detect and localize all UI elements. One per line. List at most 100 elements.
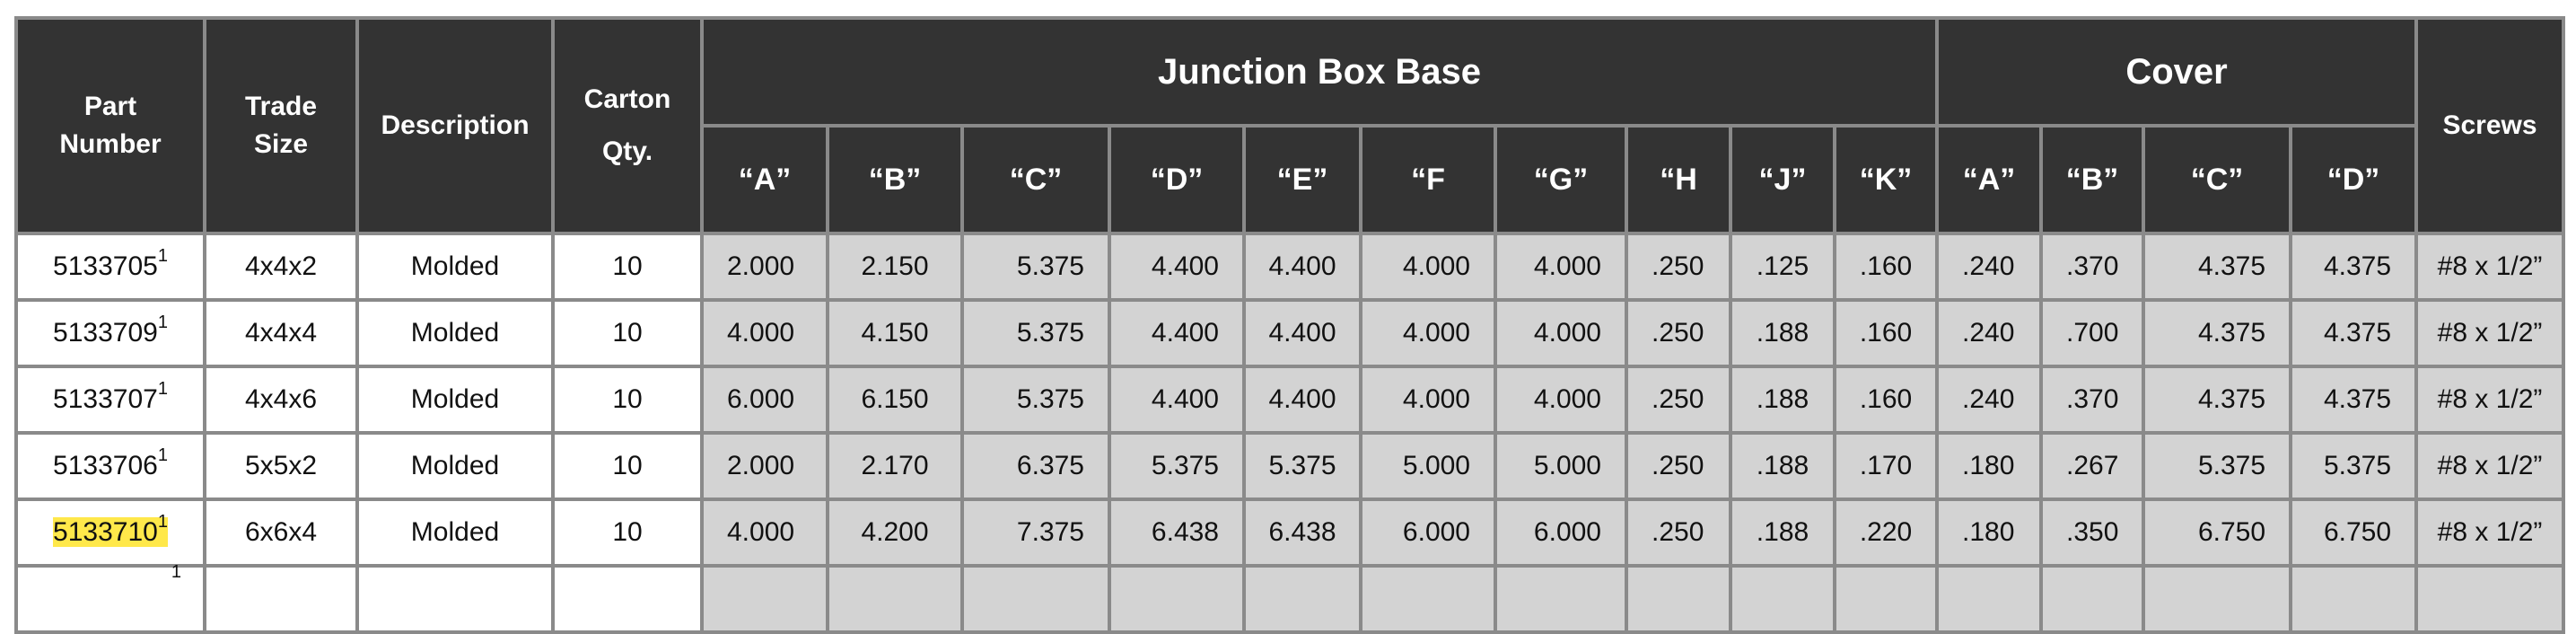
base-dimension-cell: .170 xyxy=(1832,431,1940,501)
carton-qty-cell: 10 xyxy=(551,232,704,302)
trade-size-cell: 5x5x2 xyxy=(203,431,359,501)
base-dimension-cell: 4.000 xyxy=(1494,365,1628,435)
base-dimension-cell: .160 xyxy=(1832,365,1940,435)
base-dimension-cell: 4.000 xyxy=(1359,298,1497,368)
part-number: 51337101 xyxy=(53,512,168,547)
base-dimension-cell: .220 xyxy=(1832,498,1940,568)
partial-cell: 1 xyxy=(14,562,206,634)
base-dimension-cell: 7.375 xyxy=(960,498,1111,568)
description-cell: Molded xyxy=(355,365,555,435)
header-part-number: Part Number xyxy=(14,16,206,235)
partial-cell xyxy=(826,564,964,634)
base-dimension-cell: 4.000 xyxy=(700,298,829,368)
base-dimension-cell: 5.375 xyxy=(1242,431,1362,501)
base-dimension-cell: 6.438 xyxy=(1108,498,1246,568)
base-dimension-cell: 6.000 xyxy=(700,365,829,435)
base-dimension-cell: 4.400 xyxy=(1242,365,1362,435)
base-dimension-cell: 4.400 xyxy=(1242,298,1362,368)
carton-qty-cell: 10 xyxy=(551,498,704,568)
base-dimension-cell: 4.400 xyxy=(1108,232,1246,302)
carton-qty-cell: 10 xyxy=(551,298,704,368)
screws-cell: #8 x 1/2” xyxy=(2414,298,2566,368)
table-body: 51337051 4x4x2 Molded 10 2.000 2.150 5.375 4.40… xyxy=(14,232,2566,634)
partial-cell xyxy=(700,564,829,634)
base-dimension-cell: 4.200 xyxy=(826,498,964,568)
base-dimension-cell: .188 xyxy=(1729,365,1836,435)
base-dimension-cell: 4.150 xyxy=(826,298,964,368)
base-dimension-cell: 5.000 xyxy=(1494,431,1628,501)
part-number-text: 5133709 xyxy=(53,318,158,348)
header-trade-size: Trade Size xyxy=(203,16,359,235)
base-dimension-cell: .250 xyxy=(1625,498,1732,568)
header-junction-box-base: Junction Box Base xyxy=(699,16,1940,128)
header-base-col: “A” xyxy=(700,124,829,235)
header-base-col: “E” xyxy=(1242,124,1362,235)
carton-qty-cell: 10 xyxy=(551,365,704,435)
cover-dimension-cell: 5.375 xyxy=(2142,431,2293,501)
header-cover: Cover xyxy=(1935,16,2419,128)
part-number-text: 5133707 xyxy=(53,384,158,414)
table-row: 51337071 4x4x6 Molded 10 6.000 6.150 5.375 4.40… xyxy=(14,365,2566,435)
partial-cell xyxy=(1832,564,1940,634)
header-cover-col: “C” xyxy=(2142,124,2293,235)
partial-cell xyxy=(1359,564,1497,634)
base-dimension-cell: 2.000 xyxy=(700,232,829,302)
partial-cell xyxy=(2414,564,2566,634)
partial-cell xyxy=(1935,564,2044,634)
partial-cell xyxy=(1729,564,1836,634)
part-number-cell: 51337101 xyxy=(14,498,206,568)
cover-dimension-cell: 4.375 xyxy=(2289,298,2419,368)
part-number-cell: 51337091 xyxy=(14,298,206,368)
cover-dimension-cell: 4.375 xyxy=(2142,298,2293,368)
table-row: 51337091 4x4x4 Molded 10 4.000 4.150 5.375 4.40… xyxy=(14,298,2566,368)
footnote-marker: 1 xyxy=(171,562,181,582)
partial-cell xyxy=(1625,564,1732,634)
header-base-col: “K” xyxy=(1832,124,1940,235)
base-dimension-cell: 4.400 xyxy=(1108,365,1246,435)
base-dimension-cell: 5.375 xyxy=(1108,431,1246,501)
header-cover-col: “D” xyxy=(2289,124,2419,235)
trade-size-cell: 4x4x6 xyxy=(203,365,359,435)
cover-dimension-cell: .700 xyxy=(2039,298,2146,368)
description-cell: Molded xyxy=(355,232,555,302)
base-dimension-cell: 6.000 xyxy=(1359,498,1497,568)
header-base-col: “C” xyxy=(960,124,1111,235)
base-dimension-cell: .160 xyxy=(1832,298,1940,368)
base-dimension-cell: 4.400 xyxy=(1242,232,1362,302)
cover-dimension-cell: 4.375 xyxy=(2289,232,2419,302)
part-number-cell: 51337061 xyxy=(14,431,206,501)
base-dimension-cell: 4.400 xyxy=(1108,298,1246,368)
table-row: 51337061 5x5x2 Molded 10 2.000 2.170 6.375 5.37… xyxy=(14,431,2566,501)
part-number-text: 5133710 xyxy=(53,517,158,547)
header-base-col: “H xyxy=(1625,124,1732,235)
base-dimension-cell: 6.150 xyxy=(826,365,964,435)
base-dimension-cell: 2.000 xyxy=(700,431,829,501)
base-dimension-cell: 5.375 xyxy=(960,232,1111,302)
carton-qty-cell: 10 xyxy=(551,431,704,501)
trade-size-cell: 4x4x4 xyxy=(203,298,359,368)
cover-dimension-cell: 4.375 xyxy=(2289,365,2419,435)
screws-cell: #8 x 1/2” xyxy=(2414,498,2566,568)
table-row: 51337101 6x6x4 Molded 10 4.000 4.200 7.375 6.43… xyxy=(14,498,2566,568)
base-dimension-cell: 5.375 xyxy=(960,365,1111,435)
part-number: 51337051 xyxy=(53,246,168,281)
description-cell: Molded xyxy=(355,298,555,368)
screws-cell: #8 x 1/2” xyxy=(2414,365,2566,435)
base-dimension-cell: 5.375 xyxy=(960,298,1111,368)
cover-dimension-cell: 6.750 xyxy=(2142,498,2293,568)
header-base-col: “D” xyxy=(1108,124,1246,235)
description-cell: Molded xyxy=(355,431,555,501)
base-dimension-cell: 4.000 xyxy=(700,498,829,568)
table-row: 51337051 4x4x2 Molded 10 2.000 2.150 5.375 4.40… xyxy=(14,232,2566,302)
description-cell: Molded xyxy=(355,498,555,568)
cover-dimension-cell: 5.375 xyxy=(2289,431,2419,501)
cover-dimension-cell: .267 xyxy=(2039,431,2146,501)
footnote-marker: 1 xyxy=(157,313,168,332)
partial-cell xyxy=(2142,564,2293,634)
cover-dimension-cell: .370 xyxy=(2039,232,2146,302)
base-dimension-cell: 6.375 xyxy=(960,431,1111,501)
base-dimension-cell: 5.000 xyxy=(1359,431,1497,501)
part-number: 51337071 xyxy=(53,379,168,414)
cover-dimension-cell: .240 xyxy=(1935,365,2044,435)
base-dimension-cell: .188 xyxy=(1729,298,1836,368)
